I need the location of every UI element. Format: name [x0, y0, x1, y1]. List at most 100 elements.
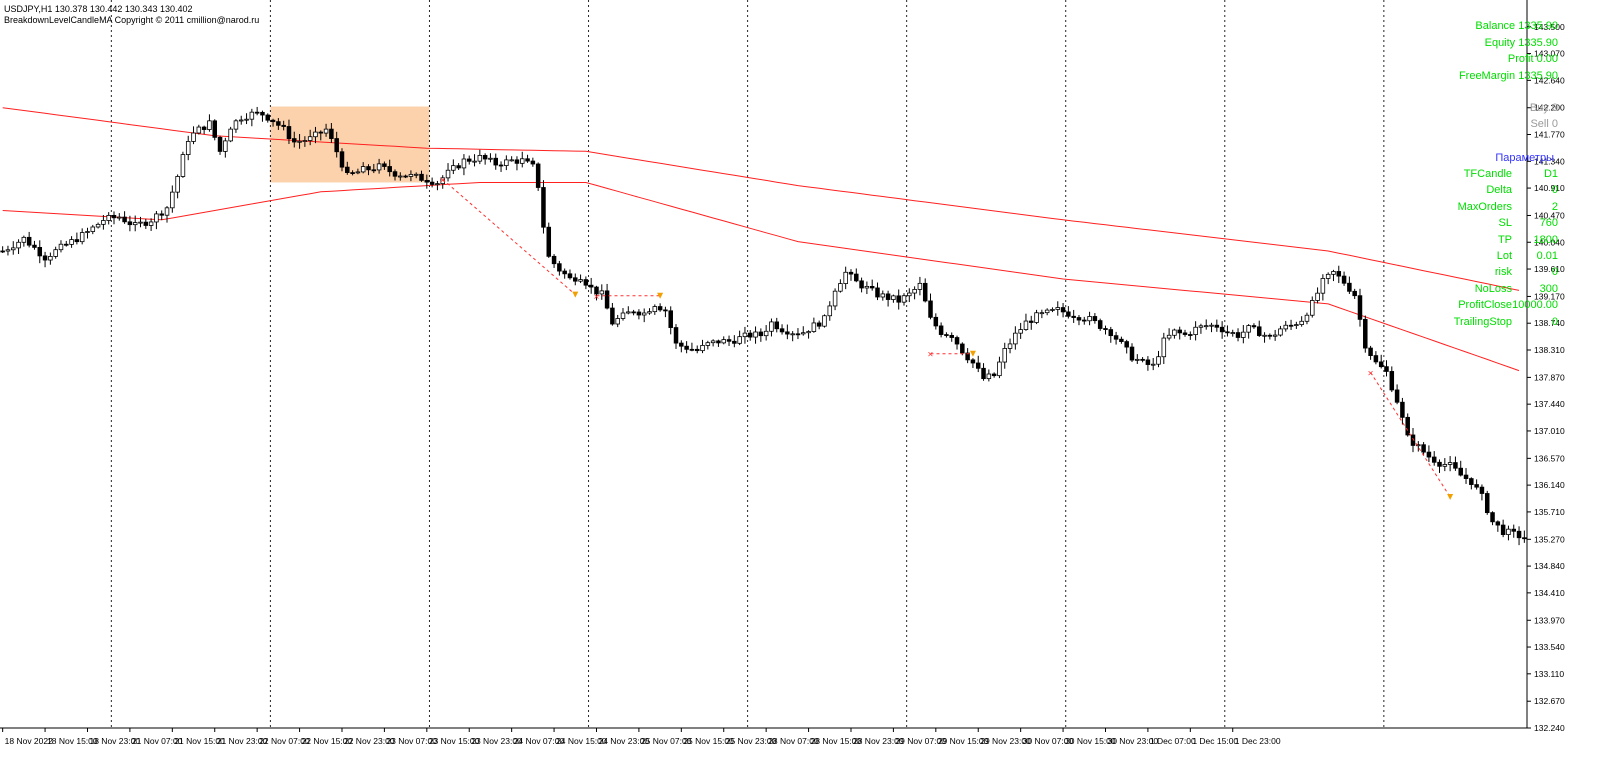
candle-body: [652, 306, 658, 313]
candle-body: [398, 175, 403, 178]
trade-line: [1370, 372, 1451, 498]
param-name: TrailingStop: [1453, 315, 1512, 328]
price-tick-label: 135.710: [1534, 507, 1565, 517]
price-tick-label: 139.610: [1534, 264, 1565, 274]
param-name: MaxOrders: [1457, 200, 1512, 213]
candle-body: [843, 271, 848, 284]
time-tick-label: 23 Nov 15:00: [429, 736, 480, 746]
time-tick-label: 23 Nov 07:00: [386, 736, 437, 746]
candle-body: [318, 131, 324, 134]
candle-body: [1066, 311, 1071, 317]
candle-body: [1400, 401, 1405, 418]
candle-body: [217, 136, 223, 152]
time-tick-label: 25 Nov 07:00: [641, 736, 692, 746]
candle-body: [1135, 358, 1140, 361]
time-tick-label: 1 Dec 07:00: [1150, 736, 1196, 746]
time-tick-label: 21 Nov 23:00: [217, 736, 268, 746]
candle-body: [466, 158, 472, 162]
candle-body: [869, 286, 875, 289]
price-tick-label: 133.540: [1534, 642, 1565, 652]
candle-body: [636, 311, 642, 316]
candle-body: [1447, 462, 1453, 465]
candle-body: [854, 273, 859, 282]
candle-body: [26, 236, 32, 246]
candle-body: [185, 141, 191, 155]
price-tick-label: 142.200: [1534, 103, 1565, 113]
candle-body: [244, 118, 249, 121]
candle-body: [1469, 478, 1474, 485]
candle-body: [668, 310, 673, 328]
candle-body: [1172, 329, 1177, 336]
candle-body: [74, 239, 80, 243]
candle-body: [535, 163, 541, 188]
candle-body: [832, 290, 838, 307]
candle-body: [573, 277, 578, 282]
candle-body: [1076, 317, 1082, 321]
candle-body: [1214, 324, 1220, 328]
candle-body: [1463, 474, 1469, 479]
candle-body: [928, 300, 933, 318]
candle-body: [774, 321, 780, 330]
candle-body: [716, 340, 721, 344]
candle-body: [1299, 320, 1304, 325]
candle-body: [498, 164, 504, 167]
candle-body: [694, 348, 700, 352]
candle-body: [16, 241, 21, 249]
breakdown-box: [270, 106, 430, 183]
param-name: TP: [1497, 233, 1512, 246]
candle-body: [42, 255, 48, 261]
candle-body: [790, 333, 795, 336]
candle-body: [175, 176, 180, 193]
candle-body: [297, 140, 302, 143]
candle-body: [329, 128, 334, 139]
equity-label: Equity 1335.90: [1484, 37, 1558, 49]
indicator-info: BreakdownLevelCandleMA Copyright © 2011 …: [4, 15, 260, 25]
candle-body: [1177, 329, 1182, 334]
time-tick-label: 28 Nov 23:00: [853, 736, 904, 746]
candle-body: [721, 339, 726, 344]
candle-body: [578, 279, 583, 282]
param-value: 0: [1551, 184, 1558, 197]
candle-body: [270, 119, 276, 123]
candle-body: [1198, 325, 1204, 328]
price-tick-label: 134.410: [1534, 588, 1565, 598]
candle-body: [1490, 512, 1495, 523]
candle-body: [122, 216, 127, 223]
candle-body: [482, 154, 488, 160]
candle-body: [1283, 324, 1289, 330]
candle-body: [233, 120, 239, 130]
candle-body: [1161, 337, 1167, 358]
candle-body: [1310, 300, 1315, 316]
candle-body: [1262, 334, 1267, 337]
candle-body: [758, 331, 764, 337]
candle-body: [1389, 371, 1395, 391]
candle-body: [647, 311, 652, 314]
symbol-info: USDJPY,H1 130.378 130.442 130.343 130.40…: [4, 4, 193, 14]
candle-body: [970, 359, 976, 364]
candle-body: [276, 121, 281, 126]
candle-body: [1410, 434, 1416, 446]
time-tick-label: 24 Nov 07:00: [514, 736, 565, 746]
candle-body: [1405, 416, 1410, 436]
price-tick-label: 136.140: [1534, 480, 1565, 490]
param-value: 760: [1539, 217, 1558, 230]
candle-body: [461, 158, 467, 169]
candle-body: [562, 270, 567, 275]
candle-body: [604, 290, 610, 309]
candle-body: [795, 333, 801, 336]
candle-body: [132, 222, 138, 226]
param-value: 0: [1551, 266, 1558, 279]
candle-body: [1378, 361, 1384, 368]
candle-body: [838, 283, 843, 292]
candle-body: [1272, 334, 1278, 337]
candle-body: [1219, 326, 1225, 333]
time-tick-label: 25 Nov 15:00: [683, 736, 734, 746]
candle-body: [1426, 451, 1432, 458]
params-title: Параметры: [1495, 152, 1554, 164]
candle-body: [975, 362, 981, 369]
candle-body: [111, 214, 117, 219]
candle-body: [1209, 324, 1214, 327]
candle-body: [424, 179, 430, 183]
trade-close-marker: [572, 291, 579, 298]
